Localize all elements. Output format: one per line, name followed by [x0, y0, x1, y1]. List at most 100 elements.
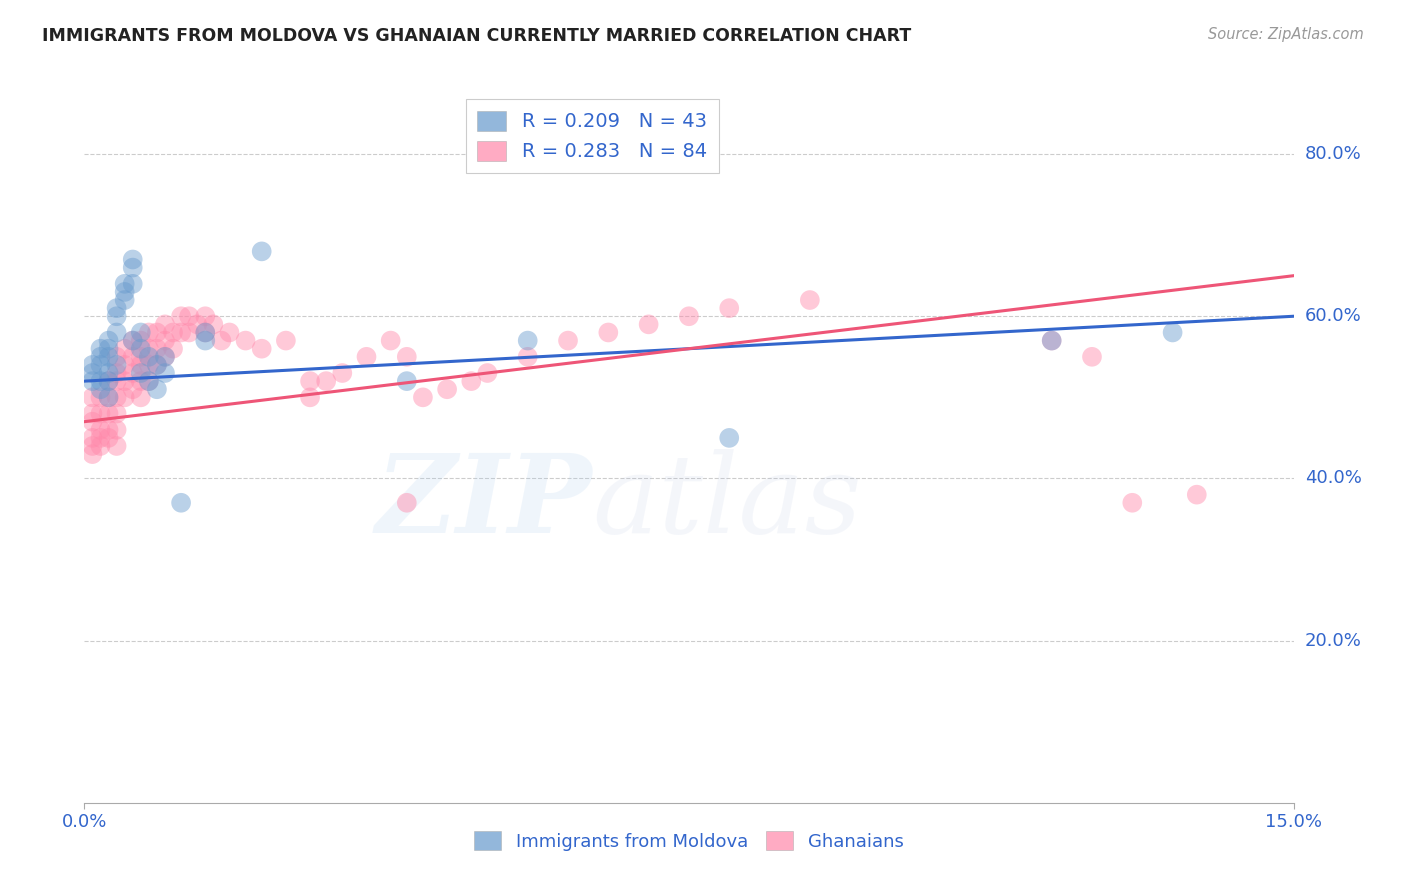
Point [395, 374, 418, 388]
Point [146, 358, 169, 372]
Point [146, 358, 169, 372]
Point [330, 366, 353, 380]
Point [153, 318, 176, 332]
Point [82, 390, 104, 404]
Point [153, 350, 176, 364]
Point [129, 326, 152, 340]
Point [153, 366, 176, 380]
Point [121, 334, 143, 348]
Point [186, 318, 208, 332]
Point [105, 423, 128, 437]
Text: ZIP: ZIP [375, 450, 592, 557]
Point [138, 374, 160, 388]
Point [170, 326, 193, 340]
Point [162, 326, 184, 340]
Point [412, 390, 434, 404]
Point [179, 326, 201, 340]
Point [153, 350, 176, 364]
Point [105, 326, 128, 340]
Point [105, 301, 128, 315]
Point [799, 293, 821, 307]
Point [395, 496, 418, 510]
Point [1040, 334, 1063, 348]
Point [105, 310, 128, 324]
Point [138, 358, 160, 372]
Point [114, 342, 136, 356]
Point [89, 390, 111, 404]
Point [82, 366, 104, 380]
Point [121, 334, 143, 348]
Point [194, 310, 217, 324]
Point [356, 350, 378, 364]
Point [299, 390, 322, 404]
Point [138, 350, 160, 364]
Point [1121, 496, 1143, 510]
Point [114, 285, 136, 299]
Point [1185, 488, 1208, 502]
Point [89, 358, 111, 372]
Point [121, 366, 143, 380]
Point [315, 374, 337, 388]
Point [718, 301, 741, 315]
Point [129, 358, 152, 372]
Point [146, 342, 169, 356]
Point [97, 407, 120, 421]
Point [274, 334, 297, 348]
Point [1161, 326, 1184, 340]
Point [114, 374, 136, 388]
Point [89, 374, 111, 388]
Point [114, 277, 136, 291]
Point [82, 415, 104, 429]
Point [250, 342, 273, 356]
Point [82, 447, 104, 461]
Point [129, 334, 152, 348]
Text: 60.0%: 60.0% [1305, 307, 1361, 326]
Point [138, 342, 160, 356]
Point [1081, 350, 1104, 364]
Point [153, 334, 176, 348]
Point [89, 431, 111, 445]
Point [557, 334, 579, 348]
Point [105, 358, 128, 372]
Point [105, 366, 128, 380]
Point [97, 390, 120, 404]
Point [82, 374, 104, 388]
Point [170, 310, 193, 324]
Point [129, 374, 152, 388]
Point [146, 382, 169, 396]
Point [170, 496, 193, 510]
Point [194, 326, 217, 340]
Point [97, 342, 120, 356]
Point [97, 334, 120, 348]
Point [299, 374, 322, 388]
Point [380, 334, 402, 348]
Point [105, 350, 128, 364]
Text: atlas: atlas [592, 450, 862, 557]
Point [97, 390, 120, 404]
Point [97, 374, 120, 388]
Point [516, 350, 538, 364]
Point [516, 334, 538, 348]
Point [121, 350, 143, 364]
Point [114, 293, 136, 307]
Point [82, 431, 104, 445]
Point [179, 310, 201, 324]
Text: 20.0%: 20.0% [1305, 632, 1361, 649]
Point [718, 431, 741, 445]
Point [114, 358, 136, 372]
Point [202, 318, 225, 332]
Point [105, 439, 128, 453]
Point [105, 374, 128, 388]
Text: 40.0%: 40.0% [1305, 469, 1361, 487]
Point [89, 342, 111, 356]
Point [105, 407, 128, 421]
Point [129, 342, 152, 356]
Point [129, 390, 152, 404]
Point [395, 350, 418, 364]
Point [114, 390, 136, 404]
Point [194, 334, 217, 348]
Point [89, 407, 111, 421]
Point [89, 423, 111, 437]
Point [97, 366, 120, 380]
Point [250, 244, 273, 259]
